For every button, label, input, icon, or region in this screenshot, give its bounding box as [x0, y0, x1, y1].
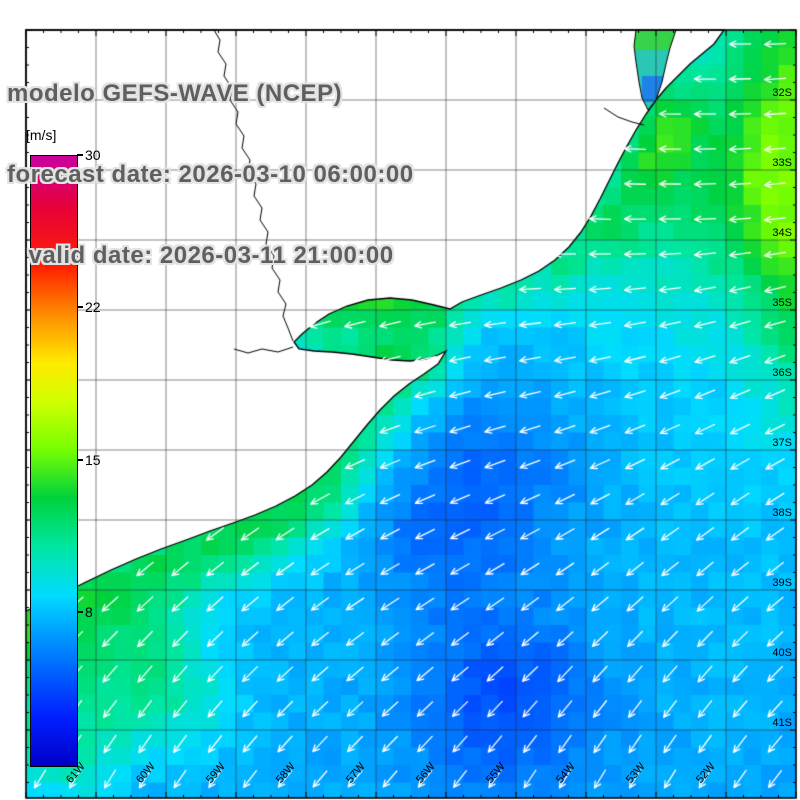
valid-date: valid date: 2026-03-11 21:00:00	[7, 242, 394, 269]
colorbar-tickmark	[77, 306, 83, 308]
colorbar	[30, 155, 78, 767]
lat-label: 37S	[772, 437, 792, 449]
colorbar-tick-22: 22	[85, 299, 101, 315]
model-title: modelo GEFS-WAVE (NCEP)	[7, 80, 343, 107]
lat-label: 34S	[772, 227, 792, 239]
forecast-date: forecast date: 2026-03-10 06:00:00	[7, 161, 414, 188]
colorbar-unit-label: [m/s]	[26, 127, 57, 143]
colorbar-tick-30: 30	[85, 147, 101, 163]
lat-label: 40S	[772, 647, 792, 659]
lat-label: 33S	[772, 157, 792, 169]
colorbar-tick-15: 15	[85, 452, 101, 468]
lat-label: 38S	[772, 507, 792, 519]
lat-label: 35S	[772, 297, 792, 309]
colorbar-tick-8: 8	[85, 604, 93, 620]
colorbar-tickmark	[77, 611, 83, 613]
colorbar-tickmark	[77, 154, 83, 156]
lat-label: 41S	[772, 717, 792, 729]
lat-label: 32S	[772, 87, 792, 99]
lat-label: 39S	[772, 577, 792, 589]
title-block: modelo GEFS-WAVE (NCEP) forecast date: 2…	[7, 26, 414, 323]
lat-label: 36S	[772, 367, 792, 379]
colorbar-tickmark	[77, 459, 83, 461]
